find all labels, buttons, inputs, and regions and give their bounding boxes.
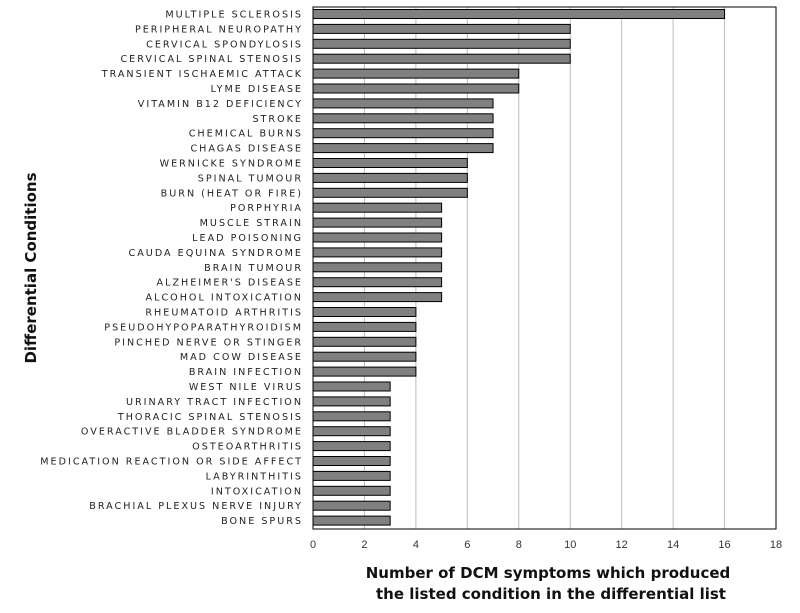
category-label: CAUDA EQUINA SYNDROME bbox=[129, 248, 303, 259]
category-label: RHEUMATOID ARTHRITIS bbox=[145, 308, 303, 319]
bar bbox=[312, 202, 443, 213]
category-label: TRANSIENT ISCHAEMIC ATTACK bbox=[101, 69, 303, 80]
bar bbox=[312, 411, 391, 422]
x-tick-label: 8 bbox=[516, 539, 522, 551]
x-tick-label: 18 bbox=[770, 539, 782, 551]
bar bbox=[312, 158, 468, 168]
bar bbox=[312, 113, 494, 124]
bar bbox=[312, 441, 391, 452]
bar bbox=[312, 381, 391, 392]
bar bbox=[312, 366, 417, 377]
x-tick-label: 10 bbox=[564, 539, 576, 551]
x-axis-title-line-2: the listed condition in the differential… bbox=[376, 585, 726, 603]
category-labels: MULTIPLE SCLEROSIS PERIPHERAL NEUROPATHY C… bbox=[40, 10, 303, 528]
category-label: BRAIN INFECTION bbox=[189, 367, 303, 378]
bar bbox=[312, 470, 391, 481]
bar bbox=[312, 396, 391, 407]
category-label: BRAIN TUMOUR bbox=[204, 263, 303, 274]
bar bbox=[312, 128, 494, 139]
bar bbox=[312, 456, 391, 466]
bar bbox=[312, 98, 494, 109]
bar bbox=[312, 277, 443, 288]
category-label: WEST NILE VIRUS bbox=[189, 382, 303, 393]
category-label: WERNICKE SYNDROME bbox=[160, 159, 303, 170]
category-label: CHEMICAL BURNS bbox=[189, 129, 303, 140]
bar bbox=[312, 515, 391, 526]
x-tick-label: 2 bbox=[361, 539, 367, 551]
x-tick-label: 0 bbox=[310, 539, 316, 551]
category-label: ALZHEIMER'S DISEASE bbox=[157, 278, 303, 289]
category-label: PORPHYRIA bbox=[230, 203, 303, 214]
bar bbox=[312, 262, 443, 273]
category-label: OVERACTIVE BLADDER SYNDROME bbox=[81, 427, 303, 438]
category-label: STROKE bbox=[252, 114, 303, 125]
category-label: ALCOHOL INTOXICATION bbox=[146, 293, 303, 304]
bar bbox=[312, 83, 520, 94]
bar bbox=[312, 143, 494, 154]
bar bbox=[312, 292, 443, 303]
bar bbox=[312, 23, 571, 34]
x-tick-label: 4 bbox=[413, 539, 419, 551]
category-label: CHAGAS DISEASE bbox=[190, 144, 303, 155]
category-label: PINCHED NERVE OR STINGER bbox=[114, 337, 303, 348]
category-label: BURN (HEAT OR FIRE) bbox=[161, 188, 303, 199]
bar bbox=[312, 217, 443, 228]
category-label: MUSCLE STRAIN bbox=[200, 218, 303, 229]
category-label: CERVICAL SPINAL STENOSIS bbox=[120, 54, 303, 65]
category-label: BONE SPURS bbox=[221, 516, 303, 527]
category-label: MAD COW DISEASE bbox=[180, 352, 303, 363]
bar bbox=[312, 38, 571, 49]
bar bbox=[312, 9, 726, 19]
category-label: BRACHIAL PLEXUS NERVE INJURY bbox=[89, 501, 303, 512]
bar bbox=[312, 68, 520, 79]
category-label: SPINAL TUMOUR bbox=[198, 173, 303, 184]
bar bbox=[312, 485, 391, 496]
bar bbox=[312, 247, 443, 258]
category-label: THORACIC SPINAL STENOSIS bbox=[117, 412, 303, 423]
category-label: VITAMIN B12 DEFICIENCY bbox=[138, 99, 303, 110]
bar bbox=[312, 307, 417, 317]
category-label: LABYRINTHITIS bbox=[206, 471, 303, 482]
x-tick-labels: 0 2 4 6 8 10 12 14 16 18 bbox=[310, 539, 782, 551]
vertical-gridlines bbox=[363, 7, 726, 529]
y-axis-title: Differential Conditions bbox=[22, 172, 40, 363]
x-tick-label: 14 bbox=[667, 539, 679, 551]
x-tick-label: 16 bbox=[718, 539, 730, 551]
bar bbox=[312, 53, 571, 64]
bar bbox=[312, 321, 417, 332]
category-label: LEAD POISONING bbox=[192, 233, 303, 244]
category-label: URINARY TRACT INFECTION bbox=[126, 397, 303, 408]
category-label: PSEUDOHYPOPARATHYROIDISM bbox=[104, 322, 303, 333]
category-label: PERIPHERAL NEUROPATHY bbox=[135, 24, 303, 35]
bar bbox=[312, 426, 391, 437]
x-axis-title-line-1: Number of DCM symptoms which produced bbox=[366, 564, 731, 582]
x-tick-label: 6 bbox=[464, 539, 470, 551]
category-label: CERVICAL SPONDYLOSIS bbox=[146, 39, 303, 50]
bar bbox=[312, 351, 417, 362]
bar bbox=[312, 500, 391, 511]
category-label: OSTEOARTHRITIS bbox=[192, 442, 303, 453]
bar bbox=[312, 172, 468, 183]
bar bbox=[312, 336, 417, 347]
bar bbox=[312, 187, 468, 198]
bar bbox=[312, 232, 443, 243]
bar-group bbox=[312, 9, 726, 526]
plot-area-frame bbox=[312, 6, 777, 530]
category-label: LYME DISEASE bbox=[211, 84, 303, 95]
category-label: INTOXICATION bbox=[211, 486, 303, 497]
x-tick-label: 12 bbox=[616, 539, 628, 551]
category-label: MEDICATION REACTION OR SIDE AFFECT bbox=[40, 457, 303, 468]
category-label: MULTIPLE SCLEROSIS bbox=[165, 10, 303, 21]
